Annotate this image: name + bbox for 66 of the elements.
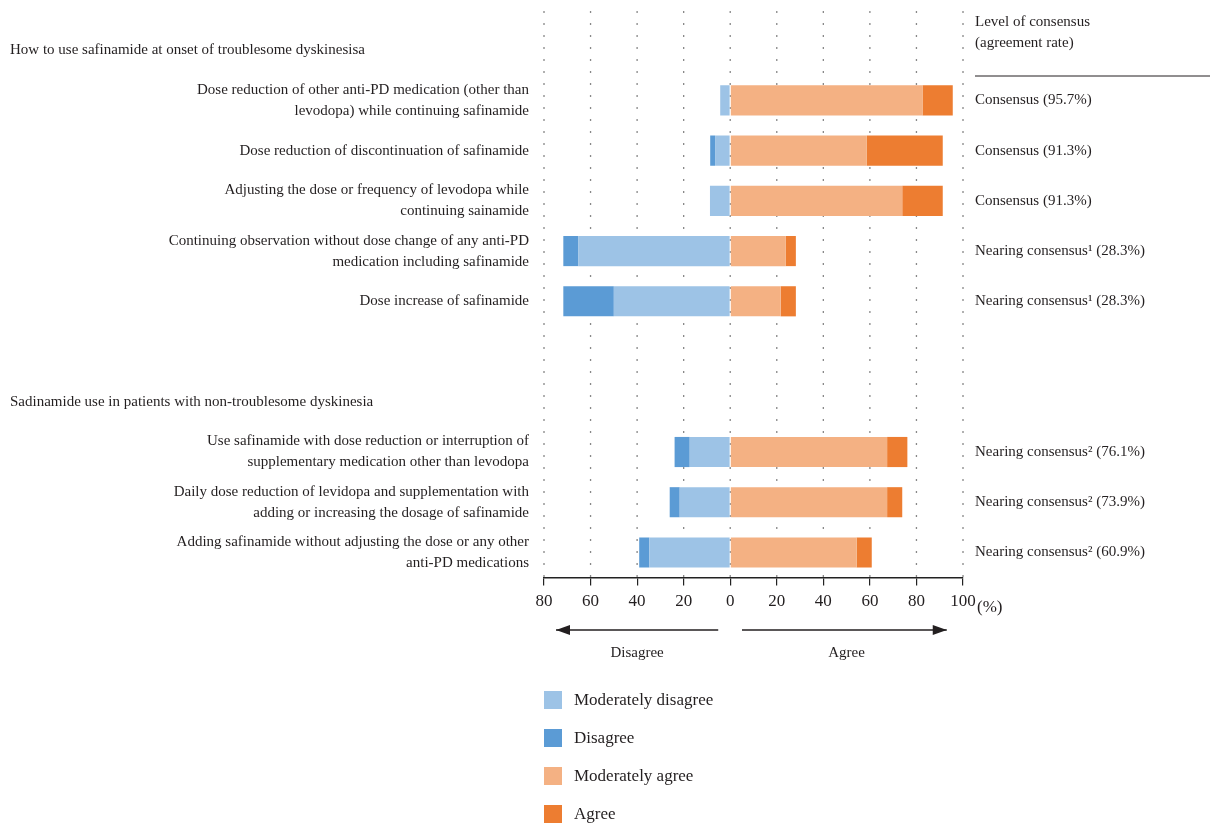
bar bbox=[730, 85, 923, 116]
x-tick-label: 60 bbox=[861, 591, 879, 611]
bar bbox=[679, 487, 730, 518]
bar bbox=[715, 135, 730, 166]
bar bbox=[730, 487, 888, 518]
y-tick-label: Continuing observation without dose change of any anti-PD medication including safinamide bbox=[168, 231, 530, 269]
legend-label: Agree bbox=[574, 804, 616, 824]
bar bbox=[669, 487, 680, 518]
bar bbox=[709, 185, 730, 216]
bar bbox=[730, 286, 781, 317]
x-tick-label: 80 bbox=[535, 591, 553, 611]
x-tick-label: 80 bbox=[907, 591, 925, 611]
bar bbox=[730, 135, 867, 166]
x-tick-label: 20 bbox=[768, 591, 786, 611]
text: Nearing consensus² (76.1%) bbox=[975, 442, 1145, 460]
x-tick-label: 40 bbox=[628, 591, 646, 611]
bar bbox=[866, 135, 943, 166]
text: Nearing consensus² (60.9%) bbox=[975, 543, 1145, 561]
bar bbox=[689, 436, 730, 468]
y-tick-label: Adding safinamide without adjusting the dose or any other anti-PD medications bbox=[176, 532, 530, 570]
y-tick-label: Daily dose reduction of levidopa and supplementation with adding or increasing the dosage of safinamide bbox=[173, 482, 530, 520]
text: Level of consensus (agreement rate) bbox=[975, 12, 1091, 51]
bar bbox=[613, 286, 730, 317]
bar bbox=[887, 436, 908, 468]
x-tick-label: 60 bbox=[582, 591, 600, 611]
text: Agree bbox=[828, 643, 866, 660]
bar bbox=[780, 286, 796, 317]
bar bbox=[563, 286, 614, 317]
text: Nearing consensus¹ (28.3%) bbox=[975, 242, 1145, 259]
legend-label: Disagree bbox=[574, 728, 635, 748]
bar bbox=[730, 185, 903, 216]
x-tick-label: 20 bbox=[675, 591, 693, 611]
y-tick-label: Adjusting the dose or frequency of levodopa while continuing sainamide bbox=[224, 181, 530, 219]
bar bbox=[720, 85, 730, 116]
bar bbox=[730, 235, 786, 267]
bar bbox=[856, 537, 872, 568]
legend-label: Moderately agree bbox=[574, 766, 694, 786]
bar bbox=[785, 235, 796, 267]
bar bbox=[674, 436, 690, 468]
x-tick-label: 0 bbox=[725, 591, 735, 611]
text: Nearing consensus² (73.9%) bbox=[975, 493, 1145, 511]
bar bbox=[563, 235, 579, 267]
y-tick-label: Dose reduction of discontinuation of safinamide bbox=[239, 141, 530, 158]
bar bbox=[887, 487, 903, 518]
text: Sadinamide use in patients with non-troublesome dyskinesia bbox=[10, 392, 374, 409]
bar bbox=[710, 135, 716, 166]
y-tick-label: Dose increase of safinamide bbox=[359, 292, 530, 309]
bar bbox=[649, 537, 730, 568]
bar bbox=[902, 185, 943, 216]
x-tick-label: 100 bbox=[950, 591, 976, 611]
text: Nearing consensus¹ (28.3%) bbox=[975, 292, 1145, 310]
text: Disagree bbox=[610, 643, 665, 660]
y-tick-label: Use safinamide with dose reduction or interruption of supplementary medication other than levodopa bbox=[206, 432, 530, 470]
y-tick-label: Dose reduction of other anti-PD medication (other than levodopa) while continuing safinamide bbox=[197, 80, 530, 119]
x-axis-title: (%) bbox=[977, 597, 1003, 617]
text: Consensus (95.7%) bbox=[975, 91, 1092, 109]
text: Consensus (91.3%) bbox=[975, 191, 1092, 209]
legend-label: Moderately disagree bbox=[574, 690, 714, 710]
bar bbox=[730, 537, 857, 568]
bar bbox=[730, 436, 888, 468]
text: How to use safinamide at onset of troublesome dyskinesisa bbox=[10, 41, 366, 58]
x-tick-label: 40 bbox=[814, 591, 832, 611]
bar bbox=[578, 235, 730, 267]
bar bbox=[922, 85, 953, 116]
bar bbox=[639, 537, 650, 568]
text: Consensus (91.3%) bbox=[975, 141, 1092, 159]
